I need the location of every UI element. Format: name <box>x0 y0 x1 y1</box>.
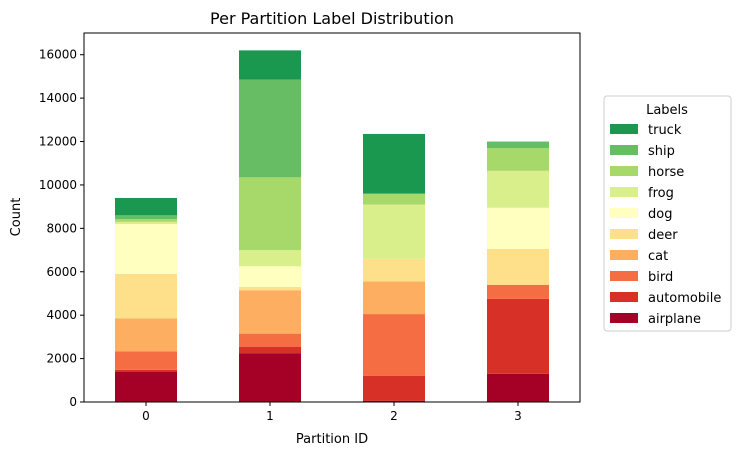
y-axis: 0 2000 4000 6000 8000 10000 12000 14000 16000 <box>39 48 84 409</box>
bar-ship-partition-0 <box>115 215 177 220</box>
legend-label-automobile: automobile <box>648 291 721 306</box>
legend-swatch-cat <box>610 250 638 260</box>
x-tick-label: 1 <box>266 409 274 423</box>
legend-swatch-frog <box>610 187 638 197</box>
bar-deer-partition-1 <box>239 286 301 291</box>
legend-swatch-horse <box>610 166 638 176</box>
legend-label-bird: bird <box>648 270 673 285</box>
y-tick-label: 0 <box>69 395 77 409</box>
bar-frog-partition-2 <box>363 204 425 259</box>
legend-title: Labels <box>646 103 688 118</box>
x-axis-label: Partition ID <box>296 432 368 447</box>
y-tick-label: 2000 <box>46 352 77 366</box>
legend-swatch-truck <box>610 124 638 134</box>
x-tick-label: 3 <box>514 409 522 423</box>
bar-bird-partition-0 <box>115 351 177 370</box>
legend-label-airplane: airplane <box>648 312 701 327</box>
bar-automobile-partition-3 <box>487 298 549 374</box>
bar-cat-partition-0 <box>115 318 177 352</box>
bar-horse-partition-2 <box>363 193 425 205</box>
legend-swatch-automobile <box>610 292 638 302</box>
legend-label-horse: horse <box>648 165 684 180</box>
legend: Labels truck ship horse frog dog deer cat bird a… <box>603 95 732 332</box>
bar-dog-partition-3 <box>487 207 549 249</box>
bar-truck-partition-1 <box>239 50 301 80</box>
legend-label-truck: truck <box>648 123 682 138</box>
y-tick-label: 14000 <box>39 91 77 105</box>
plot-area <box>115 50 549 402</box>
bar-truck-partition-2 <box>363 133 425 194</box>
legend-swatch-airplane <box>610 313 638 323</box>
chart-title: Per Partition Label Distribution <box>210 9 454 28</box>
bar-bird-partition-1 <box>239 333 301 347</box>
plot-frame <box>83 32 581 403</box>
legend-label-dog: dog <box>648 207 672 222</box>
bar-ship-partition-1 <box>239 79 301 178</box>
x-tick-label: 2 <box>390 409 398 423</box>
legend-label-cat: cat <box>648 249 668 264</box>
legend-swatch-deer <box>610 229 638 239</box>
bar-ship-partition-3 <box>487 141 549 149</box>
bar-truck-partition-0 <box>115 197 177 216</box>
y-tick-label: 4000 <box>46 308 77 322</box>
bar-automobile-partition-0 <box>115 369 177 372</box>
legend-swatch-ship <box>610 145 638 155</box>
bar-airplane-partition-1 <box>239 353 301 402</box>
bar-frog-partition-1 <box>239 250 301 267</box>
bar-deer-partition-3 <box>487 248 549 285</box>
legend-swatch-bird <box>610 271 638 281</box>
bar-automobile-partition-2 <box>363 375 425 401</box>
y-tick-label: 16000 <box>39 48 77 62</box>
legend-swatch-dog <box>610 208 638 218</box>
bar-airplane-partition-3 <box>487 373 549 402</box>
y-axis-label: Count <box>9 198 24 237</box>
legend-label-frog: frog <box>648 186 674 201</box>
bar-horse-partition-1 <box>239 177 301 251</box>
bar-bird-partition-2 <box>363 314 425 376</box>
y-tick-label: 10000 <box>39 178 77 192</box>
bar-horse-partition-3 <box>487 148 549 171</box>
y-tick-label: 6000 <box>46 265 77 279</box>
bar-airplane-partition-2 <box>363 400 425 402</box>
x-tick-label: 0 <box>142 409 150 423</box>
bar-automobile-partition-1 <box>239 346 301 354</box>
bar-dog-partition-0 <box>115 224 177 274</box>
bar-horse-partition-0 <box>115 219 177 222</box>
legend-items: truck ship horse frog dog deer cat bird automobi… <box>610 123 721 327</box>
legend-label-ship: ship <box>648 144 675 159</box>
bar-dog-partition-1 <box>239 266 301 287</box>
bar-airplane-partition-0 <box>115 371 177 402</box>
y-tick-label: 8000 <box>46 221 77 235</box>
y-tick-label: 12000 <box>39 135 77 149</box>
x-axis: 0 1 2 3 <box>142 402 522 423</box>
legend-label-deer: deer <box>648 228 678 243</box>
bar-cat-partition-2 <box>363 281 425 315</box>
bar-frog-partition-3 <box>487 170 549 208</box>
bar-deer-partition-0 <box>115 273 177 319</box>
bar-frog-partition-0 <box>115 221 177 225</box>
bar-cat-partition-1 <box>239 290 301 334</box>
bar-deer-partition-2 <box>363 258 425 282</box>
bar-bird-partition-3 <box>487 284 549 299</box>
